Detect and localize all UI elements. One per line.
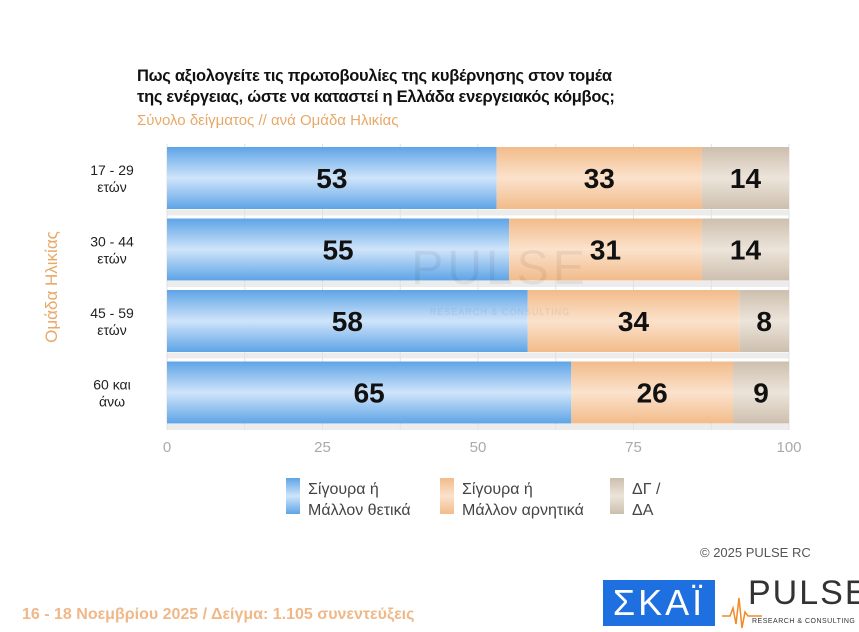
legend-label: Σίγουρα ή [308,481,379,498]
data-label: 26 [637,378,668,409]
data-label: 55 [322,235,353,266]
skai-logo: ΣΚΑΪ [603,580,715,626]
title-line: της ενέργειας, ώστε να καταστεί η Ελλάδα… [137,88,615,106]
bar-segment [733,361,789,424]
bar-segment [167,147,497,209]
category-label: άνω [99,394,125,410]
bar-segment [527,290,740,352]
watermark: PULSE [411,242,588,295]
data-label: 34 [618,306,650,337]
category-label: 45 - 59 [90,305,134,321]
legend-label: Σίγουρα ή [462,481,533,498]
category-label: ετών [97,179,127,195]
bar-segment [167,290,528,352]
chart-title: Πως αξιολογείτε τις πρωτοβουλίες της κυβ… [137,66,615,108]
data-label: 8 [756,306,772,337]
legend-label: Μάλλον θετικά [308,502,411,519]
x-tick-label: 50 [470,439,487,456]
bar-segment [701,147,789,209]
x-tick-label: 100 [776,439,801,456]
pulse-logo: PULSE RESEARCH & CONSULTING [722,574,859,630]
data-label: 65 [354,378,385,409]
bar-segment [167,361,572,424]
category-label: ετών [97,251,127,267]
legend-swatch [610,478,624,514]
legend-label: ΔΑ [632,502,654,519]
legend-swatch [286,478,300,514]
legend-label: ΔΓ / [632,481,661,498]
title-line: Πως αξιολογείτε τις πρωτοβουλίες της κυβ… [137,67,612,85]
category-label: 17 - 29 [90,162,134,178]
data-label: 9 [753,378,769,409]
x-tick-label: 25 [314,439,331,456]
data-label: 33 [584,163,615,194]
legend-swatch [440,478,454,514]
category-label: 60 και [93,377,131,393]
bar-segment [496,147,702,209]
y-axis-label: Ομάδα Ηλικίας [42,231,61,343]
copyright: © 2025 PULSE RC [700,545,811,560]
bar-segment [701,218,789,281]
legend-label: Μάλλον αρνητικά [462,502,584,519]
data-label: 58 [332,306,363,337]
bar-segment [739,290,789,352]
data-label: 31 [590,235,621,266]
footer-survey-info: 16 - 18 Νοεμβρίου 2025 / Δείγμα: 1.105 σ… [22,606,415,623]
watermark-sub: RESEARCH & CONSULTING [430,307,570,317]
x-tick-label: 75 [625,439,642,456]
bar-segment [571,361,734,424]
data-label: 14 [730,163,762,194]
category-label: ετών [97,322,127,338]
category-label: 30 - 44 [90,234,134,250]
bar-segment [167,218,510,281]
x-tick-label: 0 [163,439,171,456]
chart-subtitle: Σύνολο δείγματος // ανά Ομάδα Ηλικίας [137,112,399,129]
bar-segment [509,218,702,281]
data-label: 14 [730,235,762,266]
data-label: 53 [316,163,347,194]
